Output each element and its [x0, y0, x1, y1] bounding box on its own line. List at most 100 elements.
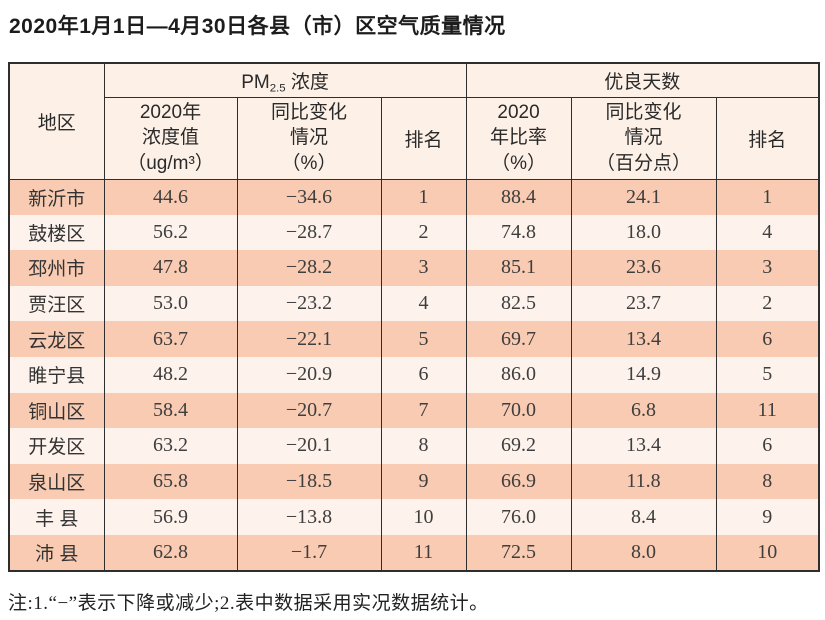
cell-good-rank: 1 — [715, 179, 820, 215]
cell-good-ratio: 86.0 — [465, 356, 572, 393]
cell-pm-change: −20.1 — [236, 428, 382, 464]
cell-region: 睢宁县 — [8, 356, 105, 393]
cell-pm-change: −13.8 — [236, 499, 382, 535]
cell-pm-change: −23.2 — [236, 285, 382, 322]
header-good-change: 同比变化 情况 （百分点） — [570, 97, 717, 180]
cell-pm-value: 62.8 — [103, 534, 238, 571]
cell-pm-change: −28.7 — [236, 214, 382, 251]
cell-region: 贾汪区 — [8, 285, 105, 322]
cell-region: 鼓楼区 — [8, 214, 105, 251]
cell-good-ratio: 69.7 — [465, 321, 572, 357]
cell-pm-rank: 10 — [380, 499, 467, 535]
cell-good-rank: 8 — [715, 463, 820, 500]
cell-pm-rank: 4 — [380, 285, 467, 322]
cell-good-ratio: 70.0 — [465, 392, 572, 429]
cell-good-rank: 4 — [715, 214, 820, 251]
cell-region: 开发区 — [8, 428, 105, 464]
header-pm-rank: 排名 — [380, 97, 467, 180]
cell-good-change: 13.4 — [570, 428, 717, 464]
cell-region: 新沂市 — [8, 179, 105, 215]
cell-good-change: 18.0 — [570, 214, 717, 251]
cell-pm-change: −20.9 — [236, 356, 382, 393]
cell-pm-value: 56.9 — [103, 499, 238, 535]
cell-region: 铜山区 — [8, 392, 105, 429]
cell-good-change: 13.4 — [570, 321, 717, 357]
cell-pm-value: 56.2 — [103, 214, 238, 251]
cell-pm-value: 63.7 — [103, 321, 238, 357]
cell-good-change: 6.8 — [570, 392, 717, 429]
cell-good-rank: 5 — [715, 356, 820, 393]
table-row: 鼓楼区 56.2 −28.7 2 74.8 18.0 4 — [8, 214, 820, 251]
cell-pm-change: −18.5 — [236, 463, 382, 500]
cell-pm-change: −20.7 — [236, 392, 382, 429]
table-body: 新沂市 44.6 −34.6 1 88.4 24.1 1 鼓楼区 56.2 −28.7 2 74.8 1… — [8, 179, 820, 571]
cell-pm-rank: 7 — [380, 392, 467, 429]
table-header: 地区 PM2.5 浓度 优良天数 2020年 浓度值 （ug/m³） 同比变化 … — [8, 63, 820, 180]
pm25-prefix: PM — [241, 71, 270, 93]
cell-good-rank: 2 — [715, 285, 820, 322]
header-sub-row: 2020年 浓度值 （ug/m³） 同比变化 情况 （%） 排名 2020 年比… — [9, 97, 820, 180]
header-good-rank: 排名 — [715, 97, 820, 180]
air-quality-table: 地区 PM2.5 浓度 优良天数 2020年 浓度值 （ug/m³） 同比变化 … — [8, 62, 821, 572]
table-row: 沛 县 62.8 −1.7 11 72.5 8.0 10 — [8, 534, 820, 571]
cell-good-rank: 6 — [715, 428, 820, 464]
cell-pm-value: 53.0 — [103, 285, 238, 322]
cell-good-rank: 10 — [715, 534, 820, 571]
header-group-good-days: 优良天数 — [465, 63, 820, 98]
cell-good-change: 24.1 — [570, 179, 717, 215]
cell-region: 泉山区 — [8, 463, 105, 500]
cell-good-change: 23.7 — [570, 285, 717, 322]
header-pm-change: 同比变化 情况 （%） — [236, 97, 382, 180]
table-row: 新沂市 44.6 −34.6 1 88.4 24.1 1 — [8, 179, 820, 215]
cell-good-ratio: 72.5 — [465, 534, 572, 571]
header-region: 地区 — [8, 63, 105, 180]
cell-good-change: 23.6 — [570, 250, 717, 286]
header-group-pm25: PM2.5 浓度 — [103, 63, 467, 98]
header-pm-value: 2020年 浓度值 （ug/m³） — [103, 97, 238, 180]
pm25-suffix: 浓度 — [285, 71, 329, 93]
cell-pm-change: −34.6 — [236, 179, 382, 215]
cell-good-change: 8.0 — [570, 534, 717, 571]
cell-pm-rank: 3 — [380, 250, 467, 286]
cell-pm-change: −28.2 — [236, 250, 382, 286]
cell-pm-rank: 5 — [380, 321, 467, 357]
cell-good-ratio: 74.8 — [465, 214, 572, 251]
cell-region: 沛 县 — [8, 534, 105, 571]
table-row: 邳州市 47.8 −28.2 3 85.1 23.6 3 — [8, 250, 820, 286]
cell-good-ratio: 85.1 — [465, 250, 572, 286]
footnote: 注:1.“−”表示下降或减少;2.表中数据采用实况数据统计。 — [8, 593, 489, 614]
cell-good-change: 8.4 — [570, 499, 717, 535]
cell-region: 云龙区 — [8, 321, 105, 357]
cell-good-rank: 6 — [715, 321, 820, 357]
cell-pm-rank: 8 — [380, 428, 467, 464]
table-row: 睢宁县 48.2 −20.9 6 86.0 14.9 5 — [8, 356, 820, 393]
cell-pm-value: 44.6 — [103, 179, 238, 215]
table-row: 贾汪区 53.0 −23.2 4 82.5 23.7 2 — [8, 285, 820, 322]
cell-good-ratio: 66.9 — [465, 463, 572, 500]
pm25-subscript: 2.5 — [269, 81, 286, 94]
table-row: 云龙区 63.7 −22.1 5 69.7 13.4 6 — [8, 321, 820, 357]
cell-pm-rank: 6 — [380, 356, 467, 393]
cell-pm-value: 47.8 — [103, 250, 238, 286]
table-row: 开发区 63.2 −20.1 8 69.2 13.4 6 — [8, 428, 820, 464]
cell-good-change: 11.8 — [570, 463, 717, 500]
cell-good-ratio: 82.5 — [465, 285, 572, 322]
cell-pm-change: −1.7 — [236, 534, 382, 571]
cell-region: 邳州市 — [8, 250, 105, 286]
cell-region: 丰 县 — [8, 499, 105, 535]
cell-pm-rank: 11 — [380, 534, 467, 571]
cell-pm-value: 58.4 — [103, 392, 238, 429]
cell-good-ratio: 88.4 — [465, 179, 572, 215]
cell-pm-rank: 1 — [380, 179, 467, 215]
cell-good-rank: 9 — [715, 499, 820, 535]
header-group-row: 地区 PM2.5 浓度 优良天数 — [8, 63, 820, 180]
cell-pm-rank: 2 — [380, 214, 467, 251]
header-good-ratio: 2020 年比率 （%） — [465, 97, 572, 180]
cell-pm-value: 65.8 — [103, 463, 238, 500]
cell-good-rank: 3 — [715, 250, 820, 286]
table-row: 丰 县 56.9 −13.8 10 76.0 8.4 9 — [8, 499, 820, 535]
table-row: 铜山区 58.4 −20.7 7 70.0 6.8 11 — [8, 392, 820, 429]
cell-good-rank: 11 — [715, 392, 820, 429]
table-row: 泉山区 65.8 −18.5 9 66.9 11.8 8 — [8, 463, 820, 500]
